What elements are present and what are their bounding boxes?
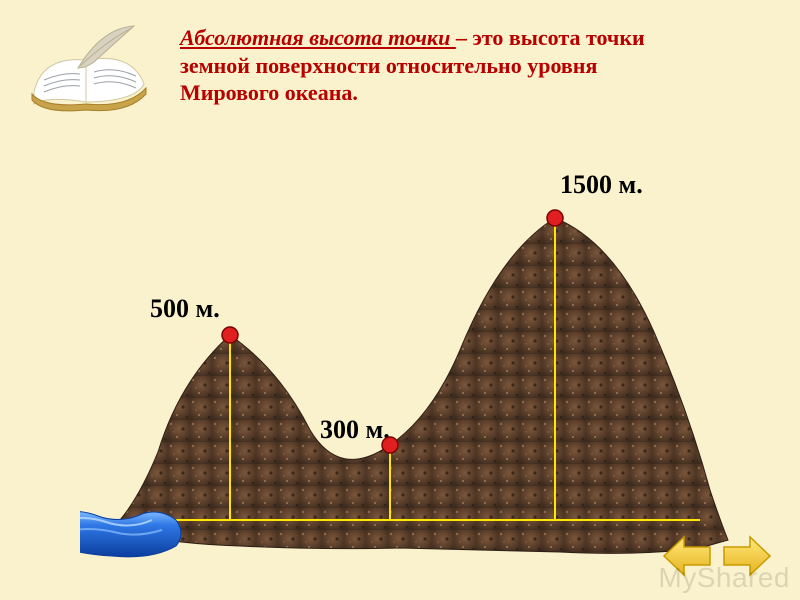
definition-text: Абсолютная высота точки – это высота точ… [180,24,700,107]
book-icon [24,22,152,127]
book-pages [32,58,146,110]
point-1500 [547,210,563,226]
ocean-icon [80,511,181,556]
mountain-shape [120,218,728,553]
watermark: MyShared [658,562,790,594]
label-1500m: 1500 м. [560,170,643,200]
term: Абсолютная высота точки [180,25,456,50]
point-300 [382,437,398,453]
point-500 [222,327,238,343]
elevation-diagram [80,200,740,565]
